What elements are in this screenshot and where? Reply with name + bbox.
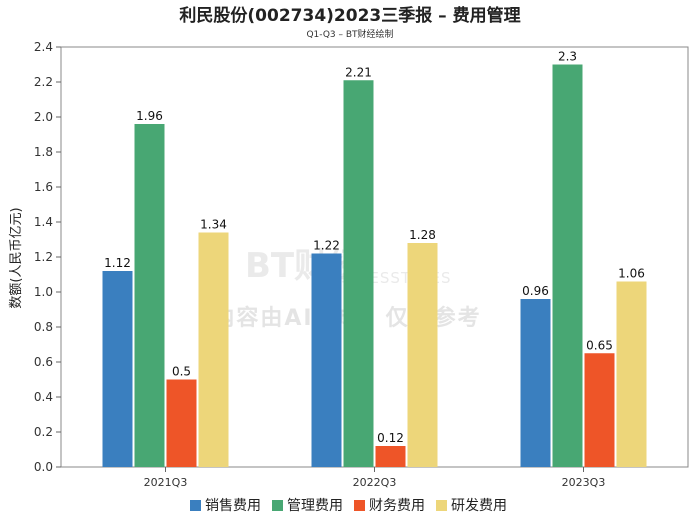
bar: [407, 243, 438, 467]
bar: [198, 232, 229, 467]
y-tick-label: 1.0: [34, 285, 53, 299]
data-label: 2.3: [558, 50, 577, 64]
data-label: 0.12: [377, 431, 404, 445]
legend-label: 销售费用: [205, 498, 261, 514]
bar: [166, 379, 197, 467]
x-tick-label: 2022Q3: [353, 476, 397, 489]
data-label: 1.06: [618, 267, 645, 281]
bar: [520, 299, 551, 467]
data-label: 0.5: [172, 365, 191, 379]
y-tick-label: 1.2: [34, 250, 53, 264]
legend-label: 研发费用: [451, 498, 507, 514]
legend-label: 财务费用: [369, 498, 425, 514]
data-label: 1.28: [409, 228, 436, 242]
bar: [102, 271, 133, 467]
bar: [343, 80, 374, 467]
y-tick-label: 0.0: [34, 460, 53, 474]
data-label: 1.22: [313, 239, 340, 253]
bar: [616, 281, 647, 467]
bar: [311, 253, 342, 467]
chart-subtitle: Q1-Q3 – BT财经绘制: [306, 28, 393, 40]
x-tick-label: 2021Q3: [144, 476, 188, 489]
legend-swatch: [190, 500, 201, 511]
y-tick-label: 1.4: [34, 215, 53, 229]
y-tick-label: 1.6: [34, 180, 53, 194]
data-label: 1.34: [200, 218, 227, 232]
data-label: 1.12: [104, 256, 131, 270]
legend-swatch: [272, 500, 283, 511]
data-label: 0.96: [522, 284, 549, 298]
chart-title: 利民股份(002734)2023三季报 – 费用管理: [179, 5, 520, 26]
x-tick-label: 2023Q3: [562, 476, 606, 489]
y-tick-label: 0.2: [34, 425, 53, 439]
bar: [584, 353, 615, 467]
y-tick-label: 2.0: [34, 110, 53, 124]
y-tick-label: 0.8: [34, 320, 53, 334]
data-label: 2.21: [345, 65, 372, 79]
y-tick-label: 2.4: [34, 40, 53, 54]
watermark-brand: BT财经: [245, 246, 362, 286]
legend: 销售费用 管理费用 财务费用 研发费用: [190, 498, 507, 514]
legend-swatch: [354, 500, 365, 511]
y-tick-label: 2.2: [34, 75, 53, 89]
bar: [134, 124, 165, 467]
y-tick-label: 0.4: [34, 390, 53, 404]
legend-swatch: [436, 500, 447, 511]
bar: [552, 64, 583, 467]
data-label: 1.96: [136, 109, 163, 123]
y-axis-label: 数额(人民币亿元): [9, 207, 24, 308]
plot-area: 0.0 0.2 0.4 0.6 0.8 1.0 1.2 1.4 1.6 1.8 2.0 2.2 2.4 1…: [34, 40, 689, 489]
data-label: 0.65: [586, 338, 613, 352]
legend-label: 管理费用: [287, 498, 343, 514]
y-tick-label: 0.6: [34, 355, 53, 369]
y-tick-label: 1.8: [34, 145, 53, 159]
bar: [375, 446, 406, 467]
